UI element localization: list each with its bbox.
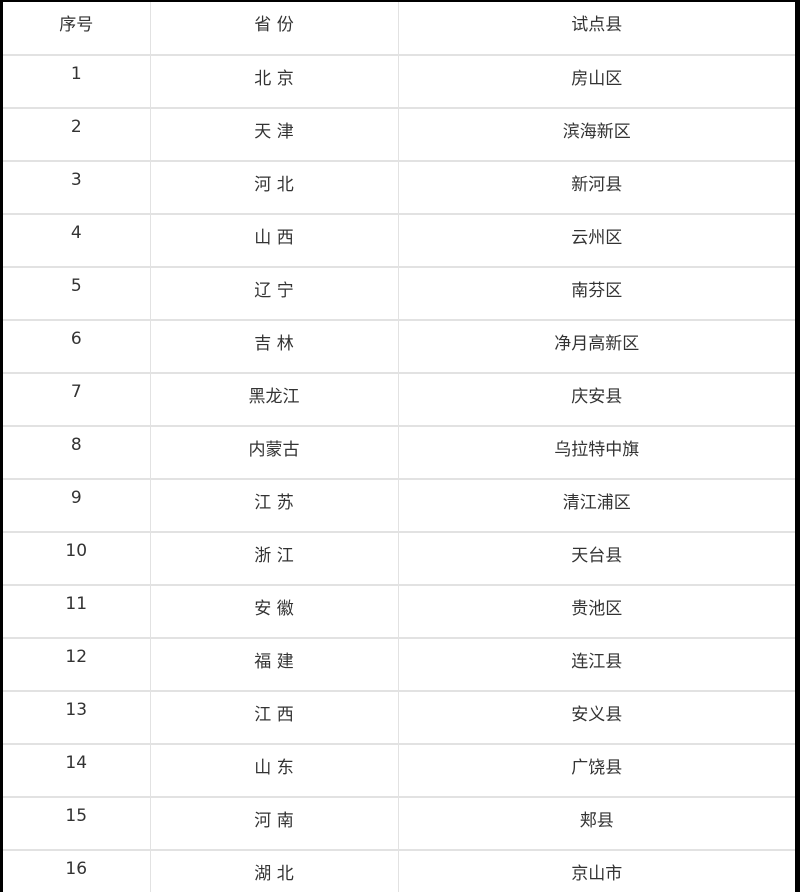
cell-county: 天台县	[398, 532, 795, 586]
cell-province: 天 津	[150, 108, 399, 162]
table-row: 13 江 西安义县	[3, 691, 795, 745]
cell-county: 净月高新区	[398, 320, 795, 374]
table-row: 16 湖 北京山市	[3, 850, 795, 892]
cell-province: 安 徽	[150, 585, 399, 639]
table-row: 14 山 东广饶县	[3, 744, 795, 798]
cell-province: 江 苏	[150, 479, 399, 533]
cell-index: 15	[3, 797, 151, 851]
cell-index: 9	[3, 479, 151, 533]
cell-county: 广饶县	[398, 744, 795, 798]
cell-province: 浙 江	[150, 532, 399, 586]
cell-index: 1	[3, 55, 151, 109]
cell-county: 贵池区	[398, 585, 795, 639]
table-row: 12 福 建连江县	[3, 638, 795, 692]
cell-county: 京山市	[398, 850, 795, 892]
table-row: 15 河 南郏县	[3, 797, 795, 851]
header-province: 省 份	[150, 2, 399, 56]
cell-province: 河 南	[150, 797, 399, 851]
table-row: 11 安 徽贵池区	[3, 585, 795, 639]
table-row: 8 内蒙古 乌拉特中旗	[3, 426, 795, 480]
cell-county: 房山区	[398, 55, 795, 109]
cell-index: 5	[3, 267, 151, 321]
cell-index: 16	[3, 850, 151, 892]
cell-index: 3	[3, 161, 151, 215]
cell-county: 安义县	[398, 691, 795, 745]
header-county: 试点县	[398, 2, 795, 56]
cell-county: 庆安县	[398, 373, 795, 427]
cell-county: 南芬区	[398, 267, 795, 321]
cell-county: 郏县	[398, 797, 795, 851]
cell-province: 福 建	[150, 638, 399, 692]
cell-index: 13	[3, 691, 151, 745]
cell-index: 12	[3, 638, 151, 692]
cell-county: 滨海新区	[398, 108, 795, 162]
cell-province: 辽 宁	[150, 267, 399, 321]
cell-province: 吉 林	[150, 320, 399, 374]
cell-province: 山 东	[150, 744, 399, 798]
cell-index: 14	[3, 744, 151, 798]
cell-province: 河 北	[150, 161, 399, 215]
header-row: 序号 省 份 试点县	[3, 2, 795, 56]
cell-county: 连江县	[398, 638, 795, 692]
cell-province: 黑龙江	[150, 373, 399, 427]
cell-index: 2	[3, 108, 151, 162]
cell-county: 新河县	[398, 161, 795, 215]
cell-province: 湖 北	[150, 850, 399, 892]
cell-county: 清江浦区	[398, 479, 795, 533]
cell-province: 北 京	[150, 55, 399, 109]
cell-index: 10	[3, 532, 151, 586]
cell-province: 山 西	[150, 214, 399, 268]
cell-county: 乌拉特中旗	[398, 426, 795, 480]
header-index: 序号	[3, 2, 151, 56]
cell-province: 内蒙古	[150, 426, 399, 480]
table-row: 10 浙 江天台县	[3, 532, 795, 586]
cell-province: 江 西	[150, 691, 399, 745]
cell-index: 8	[3, 426, 151, 480]
cell-index: 11	[3, 585, 151, 639]
cell-index: 4	[3, 214, 151, 268]
cell-index: 7	[3, 373, 151, 427]
cell-county: 云州区	[398, 214, 795, 268]
table-row: 7 黑龙江 庆安县	[3, 373, 795, 427]
cell-index: 6	[3, 320, 151, 374]
